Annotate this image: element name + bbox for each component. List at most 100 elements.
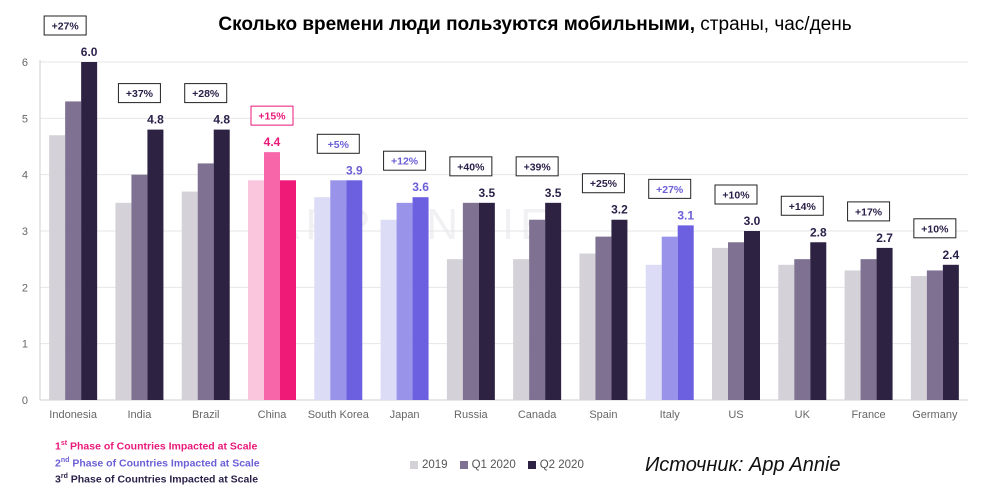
growth-label: +27% [656,184,684,196]
bar-q2-2020 [346,180,363,400]
bar-q2-2020 [876,247,893,400]
x-tick-label: Indonesia [49,409,98,421]
bar-2019 [579,253,596,400]
growth-label: +39% [524,161,552,173]
bar-q1-2020 [396,202,413,400]
chart-title: Сколько времени люди пользуются мобильны… [0,14,985,36]
x-tick-label: Italy [660,409,681,421]
growth-label: +27% [52,21,80,33]
phase-legend: 1st Phase of Countries Impacted at Scale… [55,437,260,487]
data-label: 4.4 [264,135,281,149]
legend-swatch [459,461,468,469]
x-tick-label: US [728,409,743,421]
legend-item-q1-2020: Q1 2020 [459,459,516,471]
y-tick-label: 6 [22,57,28,69]
bar-2019 [446,259,463,400]
bar-2019 [645,264,662,400]
growth-label: +12% [391,156,419,168]
bar-q2-2020 [478,202,495,400]
growth-box [117,83,161,104]
bar-q2-2020 [147,129,164,400]
bar-q1-2020 [728,242,744,400]
bar-2019 [712,247,728,400]
data-label: 2.7 [876,231,893,245]
bar-2019 [115,202,132,400]
growth-label: +15% [258,111,286,123]
growth-box [43,15,87,36]
growth-label: +25% [590,178,618,190]
x-tick-label: Brazil [192,409,220,421]
x-tick-label: China [258,409,288,421]
data-label: 6.0 [81,45,98,59]
bar-q1-2020 [860,259,877,400]
bar-q1-2020 [131,174,148,400]
legend-item-q2-2020: Q2 2020 [527,459,584,471]
growth-box [449,156,493,177]
x-tick-label: India [127,409,152,421]
growth-box [913,218,957,239]
bar-2019 [49,135,66,400]
bar-q1-2020 [926,270,943,400]
bar-q1-2020 [264,152,280,400]
title-bold: Сколько времени люди пользуются мобильны… [218,14,696,35]
series-legend: 2019 Q1 2020 Q2 2020 [410,459,584,471]
x-tick-label: UK [795,409,811,421]
x-tick-label: France [851,409,885,421]
legend-swatch [410,461,418,469]
growth-box [581,173,625,194]
title-regular: страны, час/день [695,14,852,35]
x-tick-label: Japan [390,409,420,421]
growth-box [184,83,228,104]
growth-box [250,105,294,126]
data-label: 3.6 [412,180,429,194]
bar-q1-2020 [65,101,82,400]
bar-q2-2020 [280,180,296,400]
y-tick-label: 3 [22,226,28,238]
growth-label: +5% [328,139,350,151]
bar-q1-2020 [661,236,678,400]
legend-swatch [527,461,536,469]
bar-q2-2020 [677,225,694,400]
growth-box [847,201,891,222]
bar-q1-2020 [197,163,214,400]
x-tick-label: Spain [589,409,617,421]
growth-box [780,195,824,216]
bar-2019 [248,180,264,400]
growth-box [316,133,360,154]
x-tick-label: Russia [454,409,489,421]
growth-box [515,156,559,177]
bar-2019 [778,264,795,400]
data-label: 2.8 [810,225,827,239]
bar-2019 [910,276,927,400]
bar-q2-2020 [611,219,628,400]
phase-1-label: 1st Phase of Countries Impacted at Scale [55,440,258,453]
bar-q2-2020 [942,264,959,400]
bar-q2-2020 [810,242,827,400]
y-tick-label: 5 [22,113,28,125]
growth-label: +37% [126,88,154,100]
y-tick-label: 1 [22,339,28,351]
legend-item-2019: 2019 [410,459,448,471]
data-label: 3.5 [479,186,496,200]
data-label: 3.1 [677,208,694,222]
y-tick-label: 4 [22,170,28,182]
growth-box [648,178,692,199]
phase-3-label: 3rd Phase of Countries Impacted at Scale [55,473,259,486]
bar-q2-2020 [744,231,760,400]
bar-q1-2020 [330,180,347,400]
bar-q1-2020 [595,236,612,400]
y-tick-label: 2 [22,282,28,294]
data-label: 4.8 [147,113,164,127]
bar-2019 [181,191,198,400]
x-tick-label: Germany [912,409,958,421]
growth-label: +40% [457,161,485,173]
data-label: 3.2 [611,203,628,217]
bar-q1-2020 [529,219,546,400]
growth-box [714,184,758,205]
data-label: 3.5 [545,186,562,200]
y-tick-label: 0 [22,395,28,407]
bar-q2-2020 [545,202,562,400]
bar-q2-2020 [412,197,429,400]
